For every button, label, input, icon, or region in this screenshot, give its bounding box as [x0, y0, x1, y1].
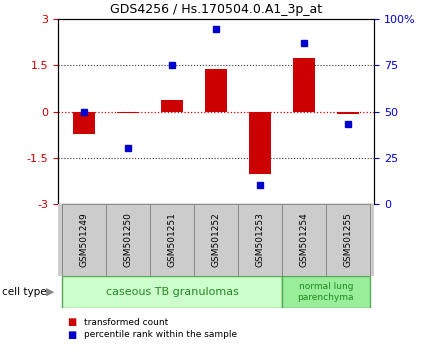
Text: ▶: ▶: [46, 287, 55, 297]
Bar: [106, 204, 150, 276]
Title: GDS4256 / Hs.170504.0.A1_3p_at: GDS4256 / Hs.170504.0.A1_3p_at: [110, 2, 322, 16]
Text: caseous TB granulomas: caseous TB granulomas: [106, 287, 239, 297]
Bar: [337, 112, 359, 114]
Bar: [293, 58, 315, 112]
Text: GSM501254: GSM501254: [299, 212, 308, 267]
Text: transformed count: transformed count: [84, 318, 168, 327]
Text: GSM501250: GSM501250: [124, 212, 133, 267]
Text: ■: ■: [67, 317, 76, 327]
Text: GSM501252: GSM501252: [212, 212, 221, 267]
Bar: [74, 112, 95, 133]
Text: normal lung
parenchyma: normal lung parenchyma: [298, 282, 354, 302]
Bar: [62, 204, 106, 276]
Bar: [282, 204, 326, 276]
Text: GSM501253: GSM501253: [255, 212, 264, 267]
Bar: [194, 204, 238, 276]
Bar: [205, 69, 227, 112]
Text: ■: ■: [67, 330, 76, 339]
Bar: [62, 276, 282, 308]
Text: GSM501249: GSM501249: [80, 212, 89, 267]
Bar: [117, 112, 139, 113]
Bar: [238, 204, 282, 276]
Text: percentile rank within the sample: percentile rank within the sample: [84, 330, 237, 339]
Bar: [150, 204, 194, 276]
Bar: [326, 204, 370, 276]
Bar: [249, 112, 271, 175]
Bar: [161, 100, 183, 112]
Text: GSM501255: GSM501255: [343, 212, 352, 267]
Bar: [282, 276, 370, 308]
Text: cell type: cell type: [2, 287, 47, 297]
Text: GSM501251: GSM501251: [168, 212, 177, 267]
